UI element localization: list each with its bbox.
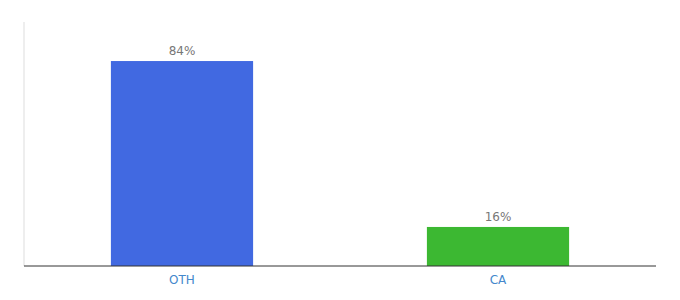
x-tick-label: CA	[490, 273, 507, 287]
bar	[111, 61, 253, 266]
x-axis-line	[24, 266, 656, 267]
x-tick-label: OTH	[169, 273, 195, 287]
data-label: 84%	[169, 44, 196, 58]
chart-container: 84% 16% OTH CA	[0, 0, 680, 300]
data-label: 16%	[485, 210, 512, 224]
chart-svg: 84% 16% OTH CA	[0, 0, 680, 300]
bar	[427, 227, 569, 266]
bars	[111, 61, 569, 266]
y-axis-line	[24, 22, 25, 266]
